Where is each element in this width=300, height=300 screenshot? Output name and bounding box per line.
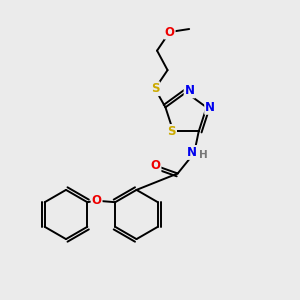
Text: S: S — [151, 82, 159, 95]
Text: H: H — [200, 151, 208, 160]
Text: O: O — [165, 26, 175, 38]
Text: S: S — [168, 125, 176, 138]
Text: O: O — [151, 159, 160, 172]
Text: O: O — [92, 194, 102, 207]
Text: N: N — [184, 84, 195, 98]
Text: N: N — [205, 101, 215, 114]
Text: N: N — [187, 146, 197, 159]
